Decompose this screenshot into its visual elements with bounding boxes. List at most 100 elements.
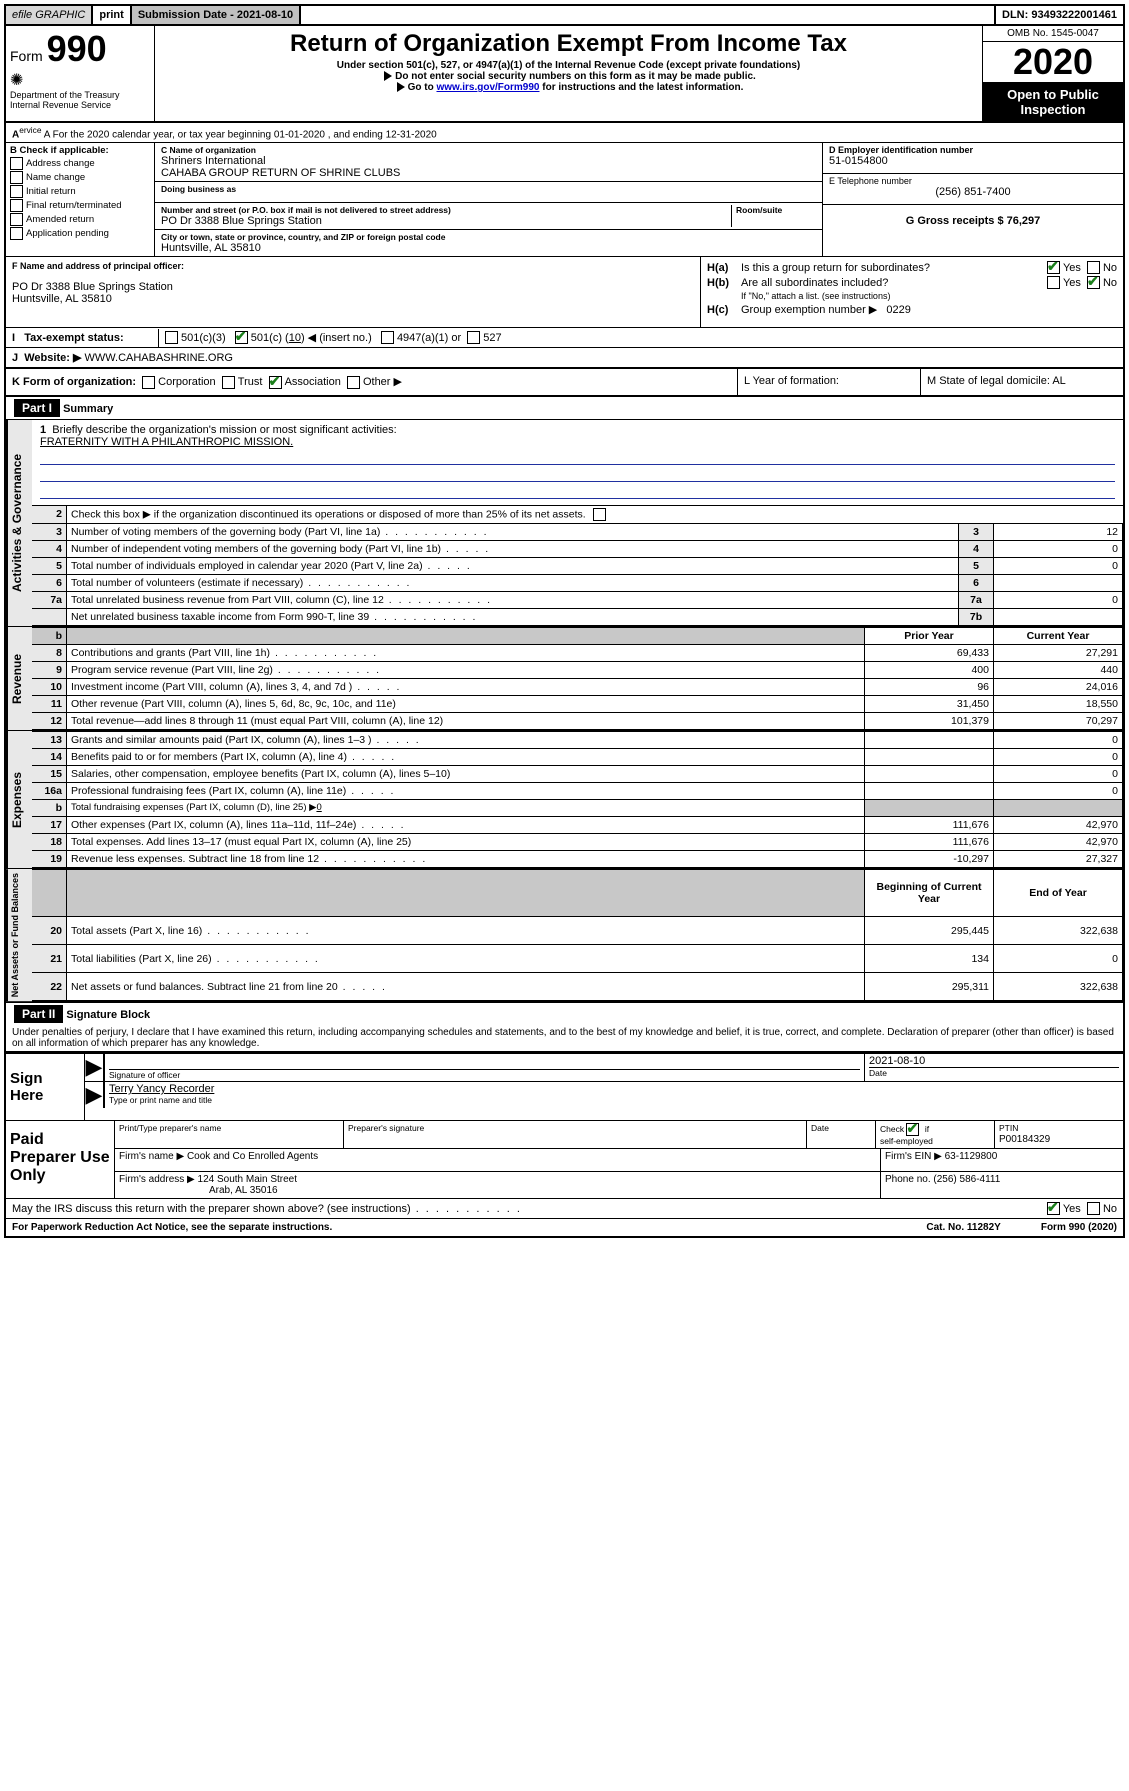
cb-app-pending[interactable]: Application pending xyxy=(10,227,150,240)
hdr-bcy: Beginning of Current Year xyxy=(865,869,994,917)
cb-discuss-yes[interactable] xyxy=(1047,1202,1060,1215)
hc-label: H(c) xyxy=(707,304,741,316)
name-arrow-icon: ▶ xyxy=(85,1082,105,1108)
officer-label: F Name and address of principal officer: xyxy=(12,261,694,271)
hb-yes-cb[interactable] xyxy=(1047,276,1060,289)
val-6 xyxy=(994,574,1123,591)
paid-preparer-section: Paid Preparer Use Only Print/Type prepar… xyxy=(6,1121,1123,1199)
form-header: Form 990 ✺ Department of the Treasury In… xyxy=(6,26,1123,123)
cb-self-employed[interactable] xyxy=(906,1123,919,1136)
row-f-h: F Name and address of principal officer:… xyxy=(6,257,1123,328)
col-h-group: H(a) Is this a group return for subordin… xyxy=(701,257,1123,327)
ha-yes-cb[interactable] xyxy=(1047,261,1060,274)
officer-signature-field[interactable]: Signature of officer xyxy=(105,1054,864,1081)
city-label: City or town, state or province, country… xyxy=(161,232,816,242)
officer-name-field: Terry Yancy Recorder Type or print name … xyxy=(105,1082,1123,1108)
mission-text: FRATERNITY WITH A PHILANTHROPIC MISSION. xyxy=(40,436,293,448)
vtab-governance: Activities & Governance xyxy=(6,420,32,626)
section-expenses: Expenses 13Grants and similar amounts pa… xyxy=(6,731,1123,869)
part-ii-header: Part II Signature Block xyxy=(6,1003,1123,1025)
officer-addr-2: Huntsville, AL 35810 xyxy=(12,293,694,305)
col-c-org-info: C Name of organization Shriners Internat… xyxy=(155,143,822,256)
dept-label: Department of the Treasury xyxy=(10,90,150,100)
top-toolbar: efile GRAPHIC print Submission Date - 20… xyxy=(4,4,1125,26)
firm-phone-cell: Phone no. (256) 586-4111 xyxy=(881,1172,1123,1198)
part-i-header: Part I Summary xyxy=(6,397,1123,420)
preparer-date-hdr: Date xyxy=(807,1121,876,1148)
org-city: Huntsville, AL 35810 xyxy=(161,242,816,254)
ha-text: Is this a group return for subordinates? xyxy=(741,262,1047,274)
col-b-header: B Check if applicable: xyxy=(10,145,150,156)
val-3: 12 xyxy=(994,523,1123,540)
org-name-1: Shriners International xyxy=(161,155,816,167)
paid-preparer-label: Paid Preparer Use Only xyxy=(6,1121,115,1198)
instructions-link[interactable]: www.irs.gov/Form990 xyxy=(436,82,539,93)
col-m-state: M State of legal domicile: AL xyxy=(920,369,1123,395)
irs-label: Internal Revenue Service xyxy=(10,100,150,110)
cb-discontinued[interactable] xyxy=(593,508,606,521)
section-b-through-g: B Check if applicable: Address change Na… xyxy=(6,143,1123,257)
cb-other[interactable] xyxy=(347,376,360,389)
dln-label: DLN: 93493222001461 xyxy=(996,6,1123,24)
cb-final-return[interactable]: Final return/terminated xyxy=(10,199,150,212)
row-i-tax-status: I Tax-exempt status: 501(c)(3) 501(c) ( … xyxy=(6,328,1123,348)
firm-addr-cell: Firm's address ▶ 124 South Main Street A… xyxy=(115,1172,881,1198)
form-number: 990 xyxy=(47,28,107,69)
cb-discuss-no[interactable] xyxy=(1087,1202,1100,1215)
hb-label: H(b) xyxy=(707,277,741,289)
firm-ein-cell: Firm's EIN ▶ 63-1129800 xyxy=(881,1149,1123,1171)
form-label: Form xyxy=(10,48,43,64)
addr-label: Number and street (or P.O. box if mail i… xyxy=(161,205,731,215)
cb-initial-return[interactable]: Initial return xyxy=(10,185,150,198)
col-f-officer: F Name and address of principal officer:… xyxy=(6,257,701,327)
discuss-preparer-row: May the IRS discuss this return with the… xyxy=(6,1199,1123,1219)
officer-addr-1: PO Dr 3388 Blue Springs Station xyxy=(12,281,694,293)
cb-amended[interactable]: Amended return xyxy=(10,213,150,226)
cb-501c3[interactable] xyxy=(165,331,178,344)
tax-year: 2020 xyxy=(983,42,1123,83)
preparer-sig-hdr: Preparer's signature xyxy=(344,1121,807,1148)
sign-here-section: Sign Here ▶ Signature of officer 2021-08… xyxy=(6,1052,1123,1121)
header-mid: Return of Organization Exempt From Incom… xyxy=(155,26,982,121)
org-name-label: C Name of organization xyxy=(161,145,816,155)
open-to-public: Open to PublicInspection xyxy=(983,83,1123,121)
print-button[interactable]: print xyxy=(93,6,131,24)
hb-text: Are all subordinates included? xyxy=(741,277,1047,289)
hb-no-cb[interactable] xyxy=(1087,276,1100,289)
org-name-2: CAHABA GROUP RETURN OF SHRINE CLUBS xyxy=(161,167,816,179)
self-employed-cell: Check ifself-employed xyxy=(876,1121,995,1148)
ha-label: H(a) xyxy=(707,262,741,274)
cb-assoc[interactable] xyxy=(269,376,282,389)
form-990: Form 990 ✺ Department of the Treasury In… xyxy=(4,26,1125,1238)
omb-number: OMB No. 1545-0047 xyxy=(983,26,1123,42)
sign-date-field: 2021-08-10 Date xyxy=(864,1054,1123,1081)
hc-value: 0229 xyxy=(886,304,910,316)
perjury-statement: Under penalties of perjury, I declare th… xyxy=(6,1025,1123,1052)
cb-name-change[interactable]: Name change xyxy=(10,171,150,184)
website-value: WWW.CAHABASHRINE.ORG xyxy=(84,352,233,364)
preparer-name-hdr: Print/Type preparer's name xyxy=(115,1121,344,1148)
cb-4947[interactable] xyxy=(381,331,394,344)
header-left: Form 990 ✺ Department of the Treasury In… xyxy=(6,26,155,121)
cb-501c[interactable] xyxy=(235,331,248,344)
dba-label: Doing business as xyxy=(161,184,816,194)
ein-label: D Employer identification number xyxy=(829,145,1117,155)
hdr-current-year: Current Year xyxy=(994,627,1123,644)
phone-value: (256) 851-7400 xyxy=(829,186,1117,198)
firm-name-cell: Firm's name ▶ Cook and Co Enrolled Agent… xyxy=(115,1149,881,1171)
val-4: 0 xyxy=(994,540,1123,557)
form-footer: For Paperwork Reduction Act Notice, see … xyxy=(6,1219,1123,1236)
col-b-checkboxes: B Check if applicable: Address change Na… xyxy=(6,143,155,256)
cb-corp[interactable] xyxy=(142,376,155,389)
val-7a: 0 xyxy=(994,591,1123,608)
cb-address-change[interactable]: Address change xyxy=(10,157,150,170)
cb-527[interactable] xyxy=(467,331,480,344)
col-d-e-g: D Employer identification number 51-0154… xyxy=(822,143,1123,256)
vtab-revenue: Revenue xyxy=(6,627,32,730)
section-activities-governance: Activities & Governance 1 Briefly descri… xyxy=(6,420,1123,627)
hb-note: If "No," attach a list. (see instruction… xyxy=(707,291,1117,301)
vtab-expenses: Expenses xyxy=(6,731,32,868)
cb-trust[interactable] xyxy=(222,376,235,389)
efile-label: efile GRAPHIC xyxy=(6,6,93,24)
sign-arrow-icon: ▶ xyxy=(85,1054,105,1081)
